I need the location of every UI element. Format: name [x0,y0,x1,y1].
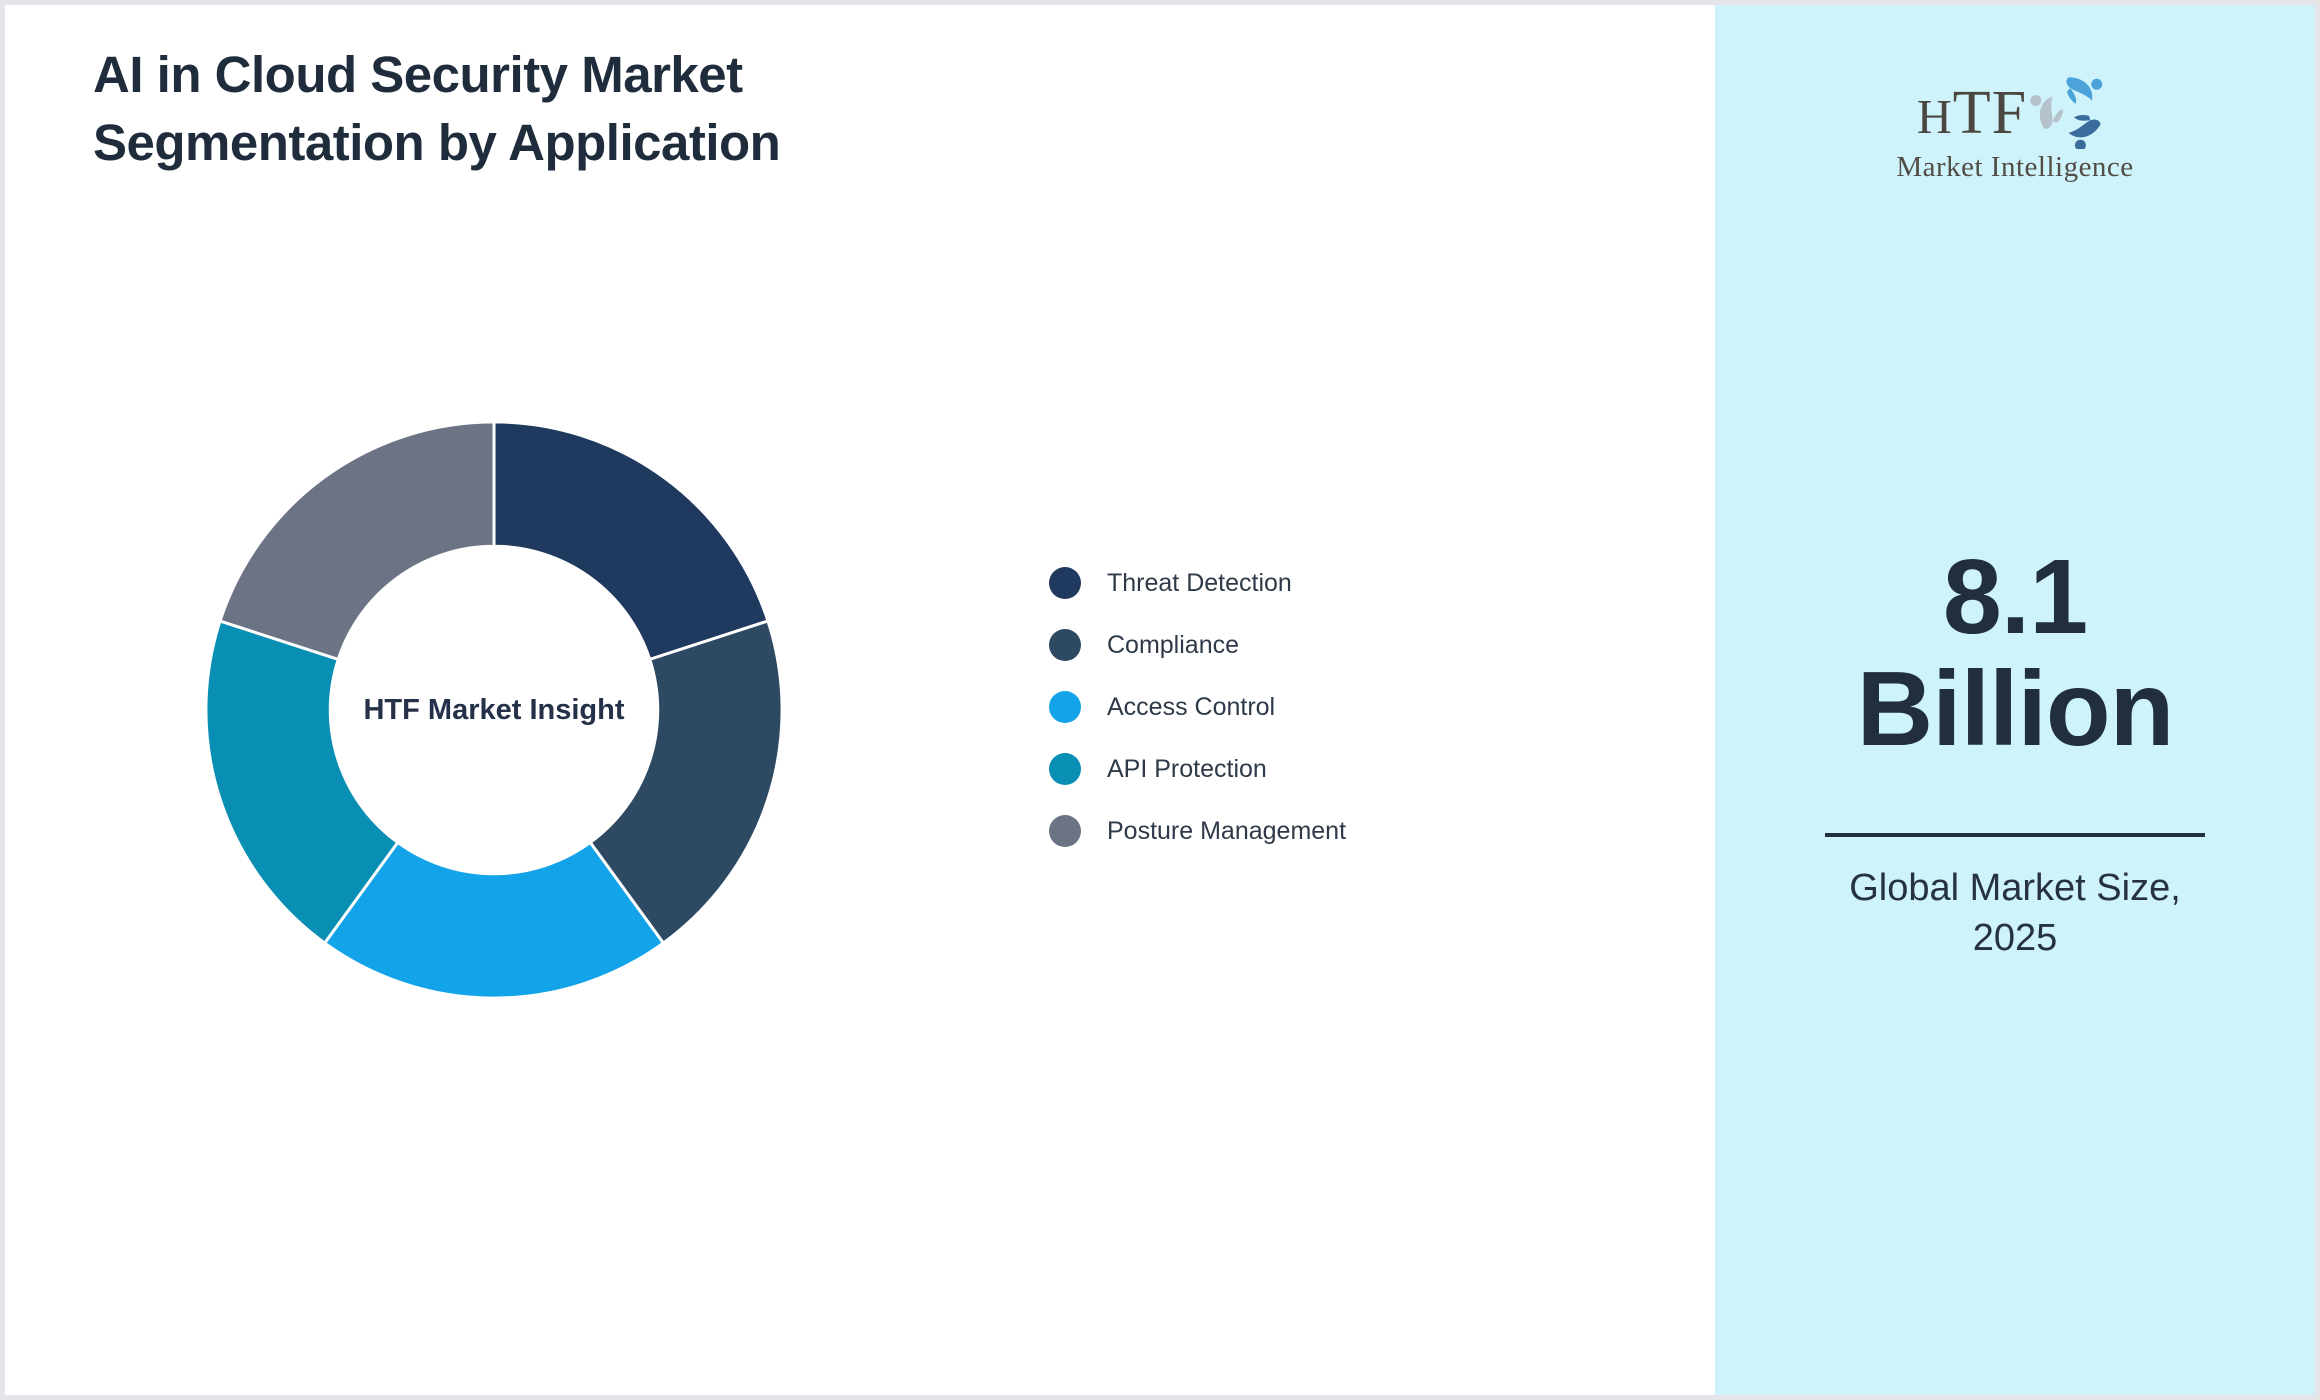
logo-row: HTF [1917,77,2113,149]
donut-segment-posture-management [218,420,496,662]
market-size-caption-line2: 2025 [1972,917,2058,959]
legend-swatch-icon [1049,815,1081,847]
legend-item-label: Threat Detection [1107,568,1292,597]
page-title-line1: AI in Cloud Security Market [93,46,743,103]
legend-swatch-icon [1049,753,1081,785]
donut-segment-compliance [588,619,784,946]
market-size-caption: Global Market Size, 2025 [1715,863,2315,963]
logo: HTF [1715,77,2315,184]
market-size-value-number: 8.1 [1942,538,2088,656]
legend-swatch-icon [1049,691,1081,723]
legend-item-label: API Protection [1107,754,1267,783]
page-title: AI in Cloud Security Market Segmentation… [93,41,781,177]
legend-item-label: Posture Management [1107,816,1347,845]
legend-item-label: Compliance [1107,630,1240,659]
legend-item-compliance: Compliance [1049,628,1346,662]
market-size-caption-line1: Global Market Size, [1849,867,2181,909]
donut-segment-api-protection [204,619,400,946]
chart-center-label: HTF Market Insight [363,694,625,726]
legend-item-threat-detection: Threat Detection [1049,566,1346,600]
legend-item-label: Access Control [1107,692,1276,721]
donut-segment-threat-detection [492,420,770,662]
legend-swatch-icon [1049,629,1081,661]
legend-item-posture-management: Posture Management [1049,814,1346,848]
donut-segment-access-control [322,840,666,1000]
market-size-value-unit: Billion [1856,650,2175,768]
legend-item-access-control: Access Control [1049,690,1346,724]
donut-svg [204,420,784,1000]
market-size-value: 8.1 Billion [1715,541,2315,765]
logo-swirl-icon [2030,77,2103,149]
divider-line [1825,833,2205,837]
legend-item-api-protection: API Protection [1049,752,1346,786]
legend-swatch-icon [1049,567,1081,599]
page-title-line2: Segmentation by Application [93,114,781,171]
logo-tagline-text: Market Intelligence [1896,151,2134,183]
donut-chart: HTF Market Insight [202,418,786,1002]
side-panel: HTF [1715,5,2315,1395]
legend: Threat Detection Compliance Access Control… [1049,566,1346,848]
logo-brand-text: HTF [1916,79,2028,147]
